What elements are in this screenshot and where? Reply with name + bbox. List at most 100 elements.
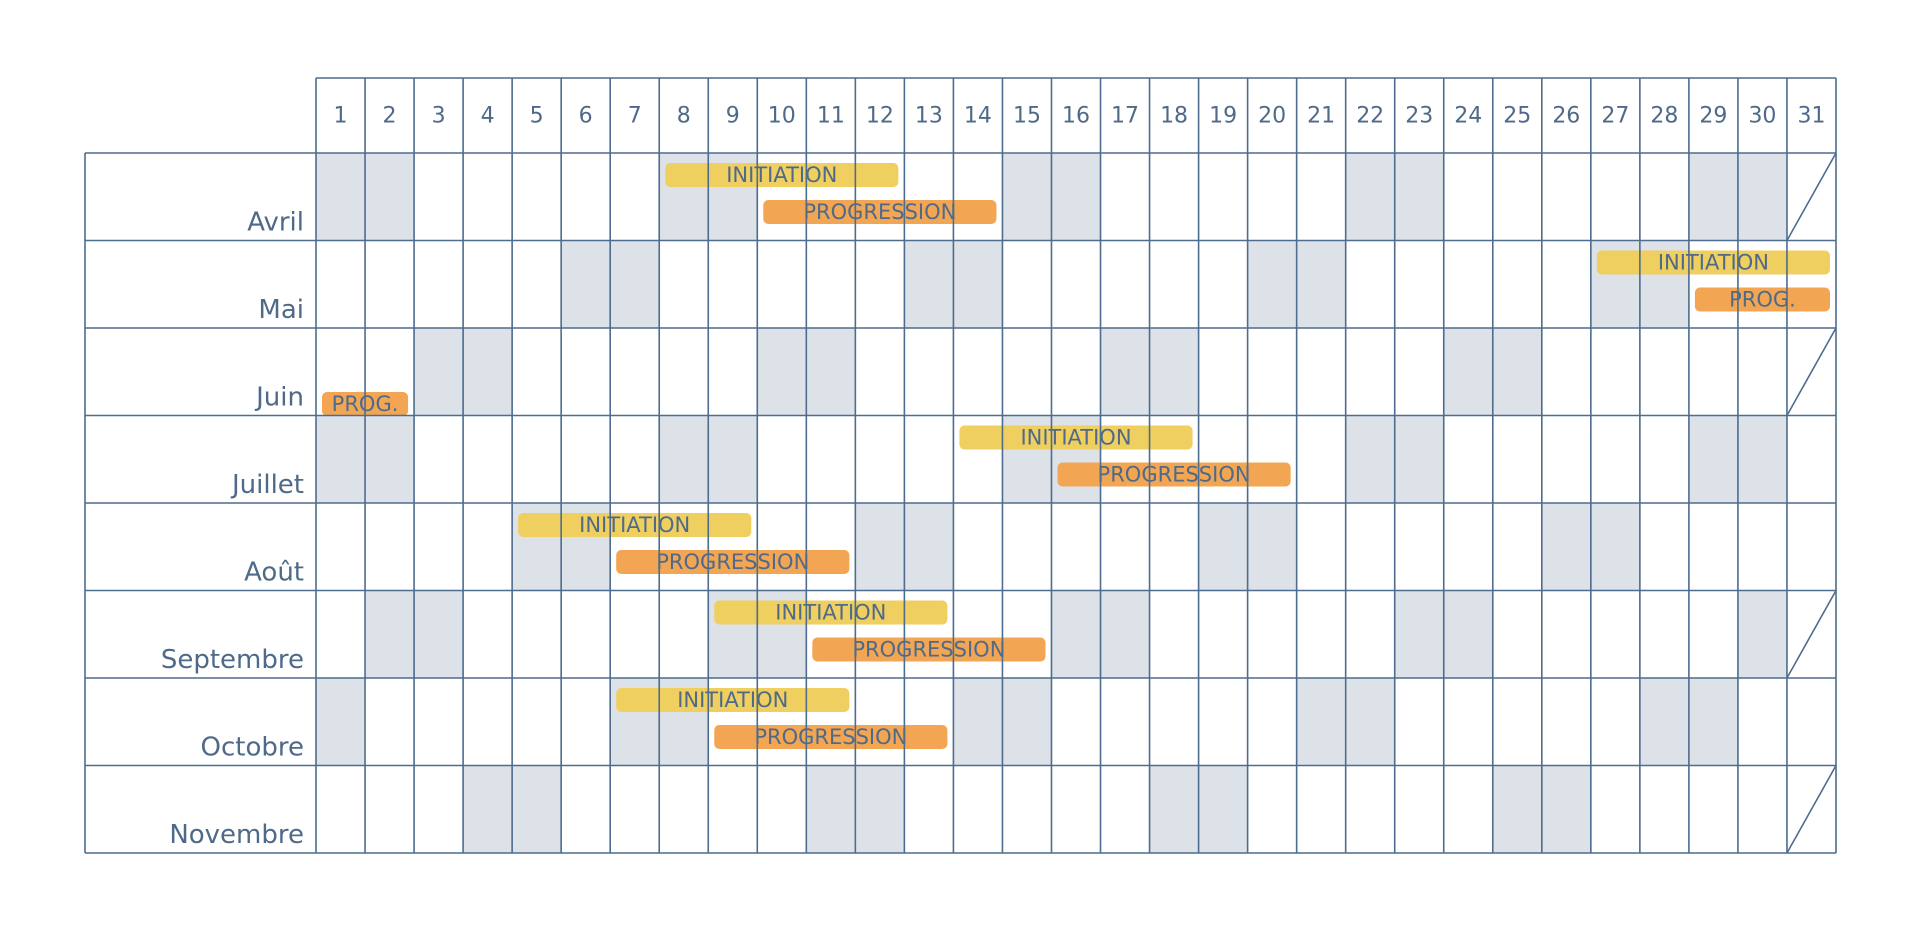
day-number: 5 [530,104,544,129]
day-number: 16 [1062,104,1090,129]
events: INITIATION PROGRESSION INITIATION PROG. PROG… [322,163,1830,749]
day-number: 1 [334,104,348,129]
weekend-cell [1198,503,1248,591]
grid-lines [84,77,1837,854]
event-bar [763,200,997,224]
weekend-cell [1198,765,1248,853]
event-progression: PROGRESSION [616,550,850,574]
weekend-cell [316,678,366,766]
weekend-cell [659,415,709,503]
weekend-cell [1149,765,1199,853]
event-label: PROGRESSION [754,725,907,749]
event-label: INITIATION [579,513,690,537]
day-number: 18 [1160,104,1188,129]
weekend-cell [1100,590,1150,678]
weekend-cell [316,415,366,503]
weekend-cell [1590,503,1640,591]
event-label: PROGRESSION [656,550,809,574]
weekend-cell [414,590,464,678]
event-bar [714,725,948,749]
day-number: 20 [1258,104,1286,129]
no-day-31-mark [1786,765,1837,854]
day-number: 23 [1405,104,1433,129]
weekend-cell [1541,765,1591,853]
day-number: 6 [579,104,593,129]
weekend-cell [1296,240,1346,328]
weekend-cell [1002,678,1052,766]
month-label: Octobre [201,733,304,763]
weekend-cell [1051,153,1101,241]
event-progression: PROGRESSION [812,637,1046,662]
month-label: Novembre [169,820,304,850]
weekend-cell [1051,590,1101,678]
day-number: 19 [1209,104,1237,129]
event-initiation: INITIATION [616,688,850,712]
weekend-cell [365,590,415,678]
weekend-cell [1247,503,1297,591]
event-bar [1694,287,1830,312]
event-label: INITIATION [1658,251,1769,275]
weekend-cell [1296,678,1346,766]
weekend-cell [463,328,513,416]
day-number: 24 [1454,104,1482,129]
month-label: Septembre [161,645,304,675]
event-progression: PROGRESSION [1057,462,1291,487]
weekend-cell [904,240,954,328]
day-number: 21 [1307,104,1335,129]
event-bar [665,163,899,187]
weekend-cell [953,678,1003,766]
weekend-cell [1688,415,1738,503]
weekend-cell [512,765,562,853]
weekend-cell [414,328,464,416]
event-initiation: INITIATION [959,425,1193,450]
day-number: 30 [1748,104,1776,129]
no-day-31-mark [1786,327,1837,416]
event-bar [616,550,850,574]
no-day-31-mark [1786,152,1837,241]
day-number: 17 [1111,104,1139,129]
weekend-cell [1639,678,1689,766]
event-label: INITIATION [726,163,837,187]
event-bar [518,513,752,537]
weekend-cell [1492,765,1542,853]
day-number: 14 [964,104,992,129]
weekend-cell [561,240,611,328]
weekend-cell [1492,328,1542,416]
day-number: 31 [1797,104,1825,129]
event-initiation: INITIATION [665,163,899,187]
weekend-cell [1345,415,1395,503]
day-number: 27 [1601,104,1629,129]
weekend-cell [806,765,856,853]
event-label: PROGRESSION [852,638,1005,662]
weekend-cell [1002,153,1052,241]
event-label: PROGRESSION [1098,463,1251,487]
event-bar [812,637,1046,662]
event-progression: PROGRESSION [714,725,948,749]
weekend-cell [1149,328,1199,416]
weekend-cell [855,503,905,591]
month-label: Juin [254,383,304,413]
weekend-cell [1688,678,1738,766]
weekend-cell [855,765,905,853]
event-bar [959,425,1193,450]
weekend-cell [1100,328,1150,416]
day-number: 4 [481,104,495,129]
month-label: Août [244,558,304,588]
weekend-cell [1688,153,1738,241]
weekend-cell [1345,678,1395,766]
weekend-cell [463,765,513,853]
event-initiation: INITIATION [1596,250,1830,275]
day-number: 12 [866,104,894,129]
day-number: 11 [817,104,845,129]
day-number: 3 [432,104,446,129]
event-label: PROGRESSION [803,200,956,224]
event-label: INITIATION [775,601,886,625]
month-label: Mai [258,295,304,325]
day-number: 25 [1503,104,1531,129]
weekend-shading [316,153,1787,853]
weekend-cell [757,328,807,416]
weekend-cell [1247,240,1297,328]
event-bar [714,600,948,625]
no-day-31-mark [1786,590,1837,679]
